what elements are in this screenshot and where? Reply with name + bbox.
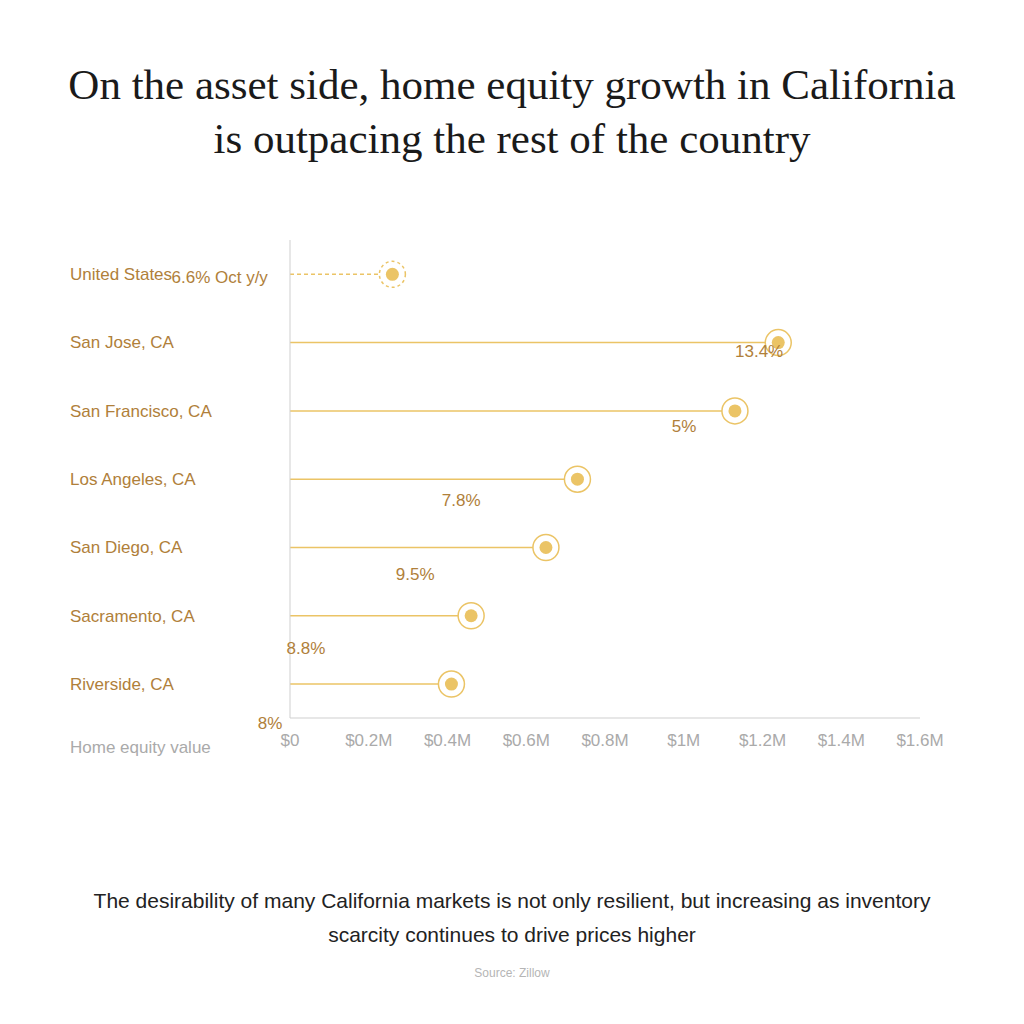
svg-text:Los Angeles, CA: Los Angeles, CA xyxy=(70,470,196,489)
svg-text:13.4%: 13.4% xyxy=(735,342,783,361)
html-text:Home equity value: Home equity value xyxy=(70,738,211,757)
html-text:The desirability of many Calif: The desirability of many California mark… xyxy=(93,889,931,946)
svg-text:$0.4M: $0.4M xyxy=(424,731,471,750)
svg-text:$0.6M: $0.6M xyxy=(503,731,550,750)
svg-text:8.8%: 8.8% xyxy=(287,639,326,658)
svg-text:$1.4M: $1.4M xyxy=(818,731,865,750)
svg-text:7.8%: 7.8% xyxy=(442,491,481,510)
svg-text:Sacramento, CA: Sacramento, CA xyxy=(70,607,195,626)
svg-text:United States: United States xyxy=(70,265,172,284)
svg-text:8%: 8% xyxy=(258,714,283,733)
svg-text:$1M: $1M xyxy=(667,731,700,750)
svg-text:$0.2M: $0.2M xyxy=(345,731,392,750)
svg-text:6.6% Oct y/y: 6.6% Oct y/y xyxy=(172,268,269,287)
html-text:Source: Zillow: Source: Zillow xyxy=(474,966,550,980)
svg-text:San Diego, CA: San Diego, CA xyxy=(70,538,183,557)
svg-text:$0.8M: $0.8M xyxy=(581,731,628,750)
svg-text:$0: $0 xyxy=(281,731,300,750)
svg-text:San Jose, CA: San Jose, CA xyxy=(70,333,175,352)
svg-text:5%: 5% xyxy=(672,417,697,436)
svg-text:9.5%: 9.5% xyxy=(396,565,435,584)
svg-text:San Francisco, CA: San Francisco, CA xyxy=(70,402,212,421)
html-text:On the asset side, home equity: On the asset side, home equity growth in… xyxy=(68,61,956,162)
svg-text:$1.6M: $1.6M xyxy=(896,731,943,750)
svg-text:Riverside, CA: Riverside, CA xyxy=(70,675,175,694)
svg-text:$1.2M: $1.2M xyxy=(739,731,786,750)
